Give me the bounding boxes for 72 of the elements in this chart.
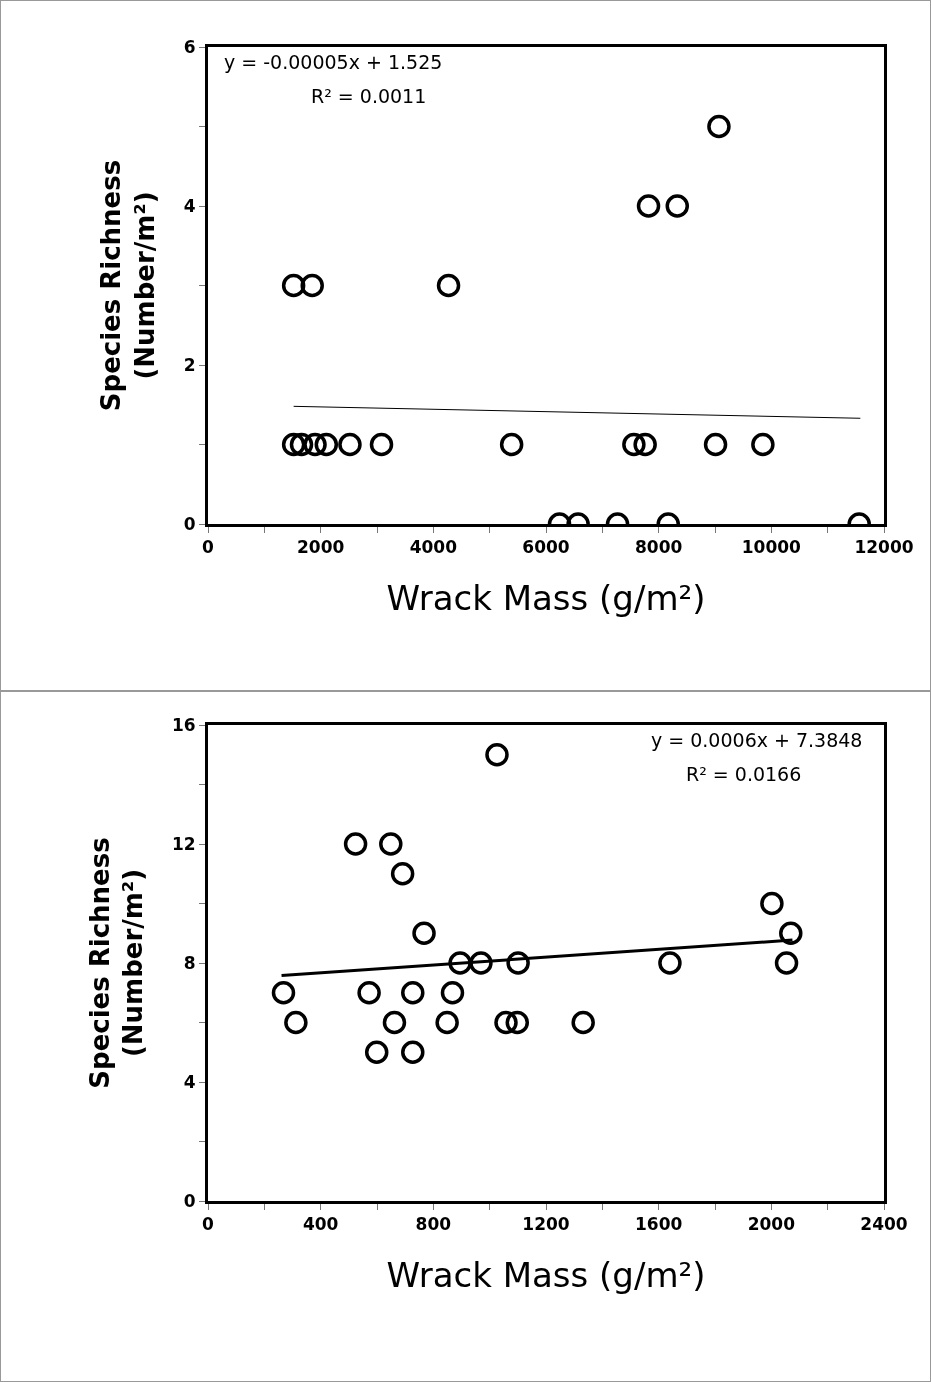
point	[622, 432, 646, 457]
point	[707, 114, 731, 139]
point	[571, 1010, 595, 1035]
y-tick-label: 4	[183, 1071, 196, 1092]
point	[369, 432, 394, 457]
point	[303, 432, 327, 457]
point	[300, 273, 324, 298]
point	[436, 273, 461, 298]
point	[390, 862, 415, 886]
point	[382, 1010, 407, 1035]
point	[751, 432, 775, 457]
point	[703, 432, 728, 457]
x-tick-label: 4000	[409, 537, 458, 558]
point	[271, 981, 296, 1005]
point	[281, 432, 306, 457]
x-tick-label: 6000	[522, 537, 570, 558]
y-tick-label: 16	[171, 714, 196, 735]
point	[289, 432, 314, 457]
y-tick-label: 2	[183, 354, 196, 375]
point	[338, 432, 362, 457]
point	[774, 951, 799, 975]
y-axis-title: Species Richness (Number/m²)	[84, 837, 149, 1089]
x-tick-label: 0	[202, 537, 215, 558]
point	[357, 981, 381, 1005]
point	[435, 1010, 459, 1035]
point	[636, 194, 661, 218]
point	[760, 891, 784, 916]
point	[779, 921, 803, 945]
x-tick-label: 0	[202, 1214, 215, 1235]
x-axis-title: Wrack Mass (g/m²)	[386, 1254, 706, 1295]
point	[494, 1010, 518, 1035]
point	[401, 981, 425, 1005]
x-axis-title: Wrack Mass (g/m²)	[386, 577, 706, 618]
point	[658, 951, 682, 975]
x-tick-label: 400	[302, 1214, 339, 1235]
x-tick-label: 2400	[860, 1214, 908, 1235]
x-tick-label: 8000	[635, 537, 683, 558]
x-tick-label: 2000	[747, 1214, 796, 1235]
annotation: y = 0.0006x + 7.3848	[651, 729, 863, 751]
point	[485, 743, 509, 767]
point	[401, 1040, 425, 1064]
point	[665, 194, 690, 218]
annotation: R² = 0.0011	[311, 85, 427, 107]
x-tick-label: 800	[415, 1214, 452, 1235]
point	[505, 1010, 530, 1035]
x-tick-label: 2000	[297, 537, 345, 558]
y-tick-label: 0	[183, 1190, 196, 1211]
point	[440, 981, 465, 1005]
y-tick-label: 8	[183, 952, 196, 973]
y-axis-title: Species Richness (Number/m²)	[96, 159, 161, 412]
x-tick-label: 1600	[635, 1214, 683, 1235]
x-tick-label: 10000	[741, 537, 802, 558]
point	[284, 1010, 308, 1035]
y-tick-label: 12	[171, 833, 196, 854]
y-tick-label: 0	[183, 513, 196, 534]
point	[506, 951, 530, 975]
point	[412, 921, 436, 945]
x-tick-label: 12000	[854, 537, 914, 558]
y-tick-label: 6	[183, 36, 196, 57]
annotation: y = -0.00005x + 1.525	[224, 51, 443, 73]
x-tick-label: 1200	[522, 1214, 570, 1235]
point	[281, 273, 306, 298]
point	[379, 832, 403, 856]
point	[499, 432, 524, 457]
y-tick-label: 4	[183, 195, 196, 216]
point	[364, 1040, 389, 1064]
point	[343, 832, 368, 856]
point	[448, 951, 472, 975]
point	[314, 432, 339, 457]
annotation: R² = 0.0166	[686, 763, 802, 785]
point	[469, 951, 493, 975]
point	[633, 432, 657, 457]
